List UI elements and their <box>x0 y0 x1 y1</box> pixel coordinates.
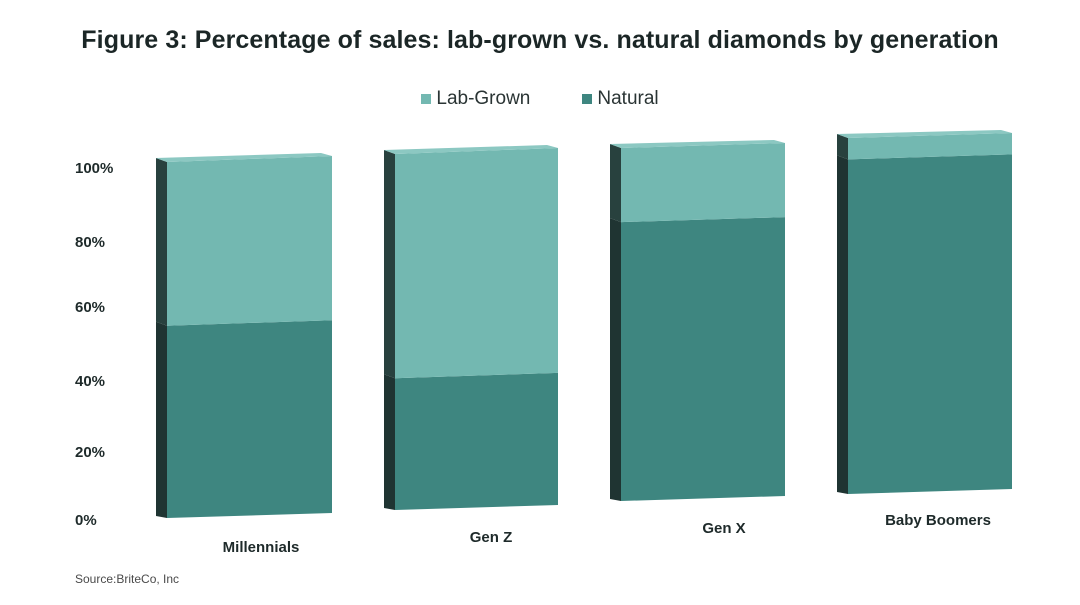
source-note: Source:BriteCo, Inc <box>75 572 180 586</box>
bar-lab-grown-millennials <box>167 156 332 326</box>
bar-top-baby-boomers <box>837 130 1012 138</box>
legend: Lab-Grown Natural <box>0 88 1080 110</box>
bar-lab-grown-gen-x <box>621 143 785 223</box>
legend-item-natural: Natural <box>582 88 659 110</box>
bar-top-gen-z <box>384 145 558 154</box>
chart-title: Figure 3: Percentage of sales: lab-grown… <box>81 26 999 54</box>
legend-label-lab-grown: Lab-Grown <box>436 88 531 109</box>
bar-side-lab-grown-baby-boomers <box>837 134 848 160</box>
bar-side-lab-grown-millennials <box>156 158 167 326</box>
legend-label-natural: Natural <box>597 88 659 109</box>
bar-natural-gen-x <box>621 217 785 501</box>
bar-side-natural-gen-z <box>384 374 395 510</box>
bar-natural-millennials <box>167 320 332 518</box>
y-tick-label-80: 80% <box>75 234 105 251</box>
bar-natural-baby-boomers <box>848 154 1012 495</box>
y-tick-label-60: 60% <box>75 299 105 316</box>
bar-side-natural-baby-boomers <box>837 155 848 495</box>
bar-lab-grown-gen-z <box>395 148 558 379</box>
bar-side-natural-gen-x <box>610 218 621 501</box>
legend-swatch-natural <box>582 94 593 104</box>
bar-top-millennials <box>156 153 332 162</box>
bar-side-natural-millennials <box>156 321 167 518</box>
legend-swatch-lab-grown <box>421 94 432 104</box>
x-tick-label-millennials: Millennials <box>223 539 300 556</box>
bar-lab-grown-baby-boomers <box>848 133 1012 160</box>
y-tick-label-100: 100% <box>75 160 113 177</box>
legend-item-lab-grown: Lab-Grown <box>421 88 530 110</box>
bar-side-lab-grown-gen-z <box>384 150 395 379</box>
y-tick-label-20: 20% <box>75 444 105 461</box>
bar-side-lab-grown-gen-x <box>610 144 621 223</box>
y-tick-label-0: 0% <box>75 512 97 529</box>
bar-top-gen-x <box>610 140 785 148</box>
x-tick-label-gen-x: Gen X <box>702 520 745 537</box>
bar-natural-gen-z <box>395 372 558 510</box>
x-tick-label-baby-boomers: Baby Boomers <box>885 512 991 529</box>
y-tick-label-40: 40% <box>75 373 105 390</box>
x-tick-label-gen-z: Gen Z <box>470 529 513 546</box>
